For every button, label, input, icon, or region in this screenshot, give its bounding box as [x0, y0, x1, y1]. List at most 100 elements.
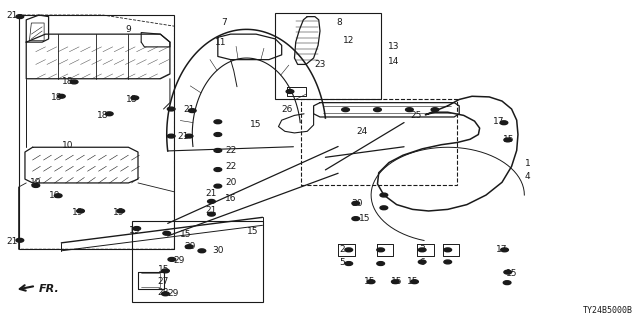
Text: 30: 30: [351, 198, 363, 207]
Circle shape: [377, 248, 385, 252]
Text: 15: 15: [359, 214, 371, 223]
Text: 15: 15: [502, 135, 514, 144]
Circle shape: [163, 231, 171, 235]
Text: 20: 20: [225, 178, 236, 187]
Circle shape: [131, 96, 139, 100]
Text: 22: 22: [225, 146, 236, 155]
Circle shape: [503, 281, 511, 284]
Circle shape: [411, 280, 419, 284]
Circle shape: [392, 280, 399, 284]
Circle shape: [286, 90, 294, 93]
Text: 28: 28: [158, 288, 169, 297]
Circle shape: [185, 245, 193, 249]
Text: 15: 15: [250, 120, 262, 130]
Circle shape: [16, 15, 24, 19]
Circle shape: [185, 134, 193, 138]
Circle shape: [504, 270, 511, 274]
Text: 18: 18: [51, 93, 62, 102]
Text: 15: 15: [364, 277, 376, 286]
Text: 5: 5: [339, 258, 345, 267]
Circle shape: [70, 80, 78, 84]
Text: 30: 30: [212, 246, 223, 255]
Text: 14: 14: [388, 57, 399, 66]
Circle shape: [374, 108, 381, 112]
Text: 18: 18: [97, 111, 109, 120]
Circle shape: [188, 109, 196, 113]
Circle shape: [431, 108, 439, 112]
Text: FR.: FR.: [39, 284, 60, 294]
Text: 12: 12: [343, 36, 355, 45]
Text: 3: 3: [419, 245, 425, 254]
Circle shape: [419, 260, 426, 264]
Text: 15: 15: [407, 277, 419, 286]
Text: 21: 21: [205, 206, 217, 215]
Text: 18: 18: [126, 95, 138, 104]
Text: 19: 19: [30, 178, 42, 187]
Circle shape: [380, 193, 388, 197]
Text: 15: 15: [180, 230, 191, 239]
Text: 16: 16: [225, 194, 236, 203]
Text: 25: 25: [410, 111, 422, 120]
Text: 27: 27: [158, 276, 169, 285]
Text: 4: 4: [525, 172, 531, 181]
Circle shape: [214, 132, 221, 136]
Circle shape: [117, 209, 125, 213]
Circle shape: [198, 249, 205, 253]
Circle shape: [352, 201, 360, 205]
Circle shape: [444, 248, 452, 252]
Text: 19: 19: [49, 190, 61, 200]
Text: 21: 21: [6, 11, 18, 20]
Bar: [132, 220, 262, 302]
Text: 15: 15: [247, 227, 259, 236]
Text: 13: 13: [388, 42, 399, 52]
Circle shape: [380, 206, 388, 210]
Text: 19: 19: [129, 226, 141, 235]
Text: 19: 19: [113, 208, 125, 217]
Text: 21: 21: [184, 105, 195, 114]
Text: 29: 29: [174, 256, 185, 265]
Circle shape: [504, 138, 511, 142]
Circle shape: [32, 184, 40, 188]
Circle shape: [168, 134, 175, 138]
Text: 18: 18: [62, 77, 74, 86]
Text: 9: 9: [125, 25, 131, 34]
Circle shape: [207, 199, 215, 203]
Circle shape: [352, 217, 360, 220]
Circle shape: [162, 269, 170, 273]
Circle shape: [214, 148, 221, 152]
Circle shape: [58, 94, 65, 98]
Text: 1: 1: [525, 159, 531, 168]
Circle shape: [345, 248, 353, 252]
Circle shape: [133, 227, 141, 230]
Text: 10: 10: [62, 141, 74, 150]
Text: 19: 19: [72, 208, 83, 217]
Text: 29: 29: [185, 242, 196, 251]
Circle shape: [377, 262, 385, 266]
Text: 11: 11: [215, 38, 227, 47]
Circle shape: [500, 121, 508, 124]
Bar: [275, 13, 381, 100]
Circle shape: [444, 260, 452, 264]
Text: 22: 22: [225, 162, 236, 171]
Circle shape: [16, 238, 24, 242]
Bar: [19, 15, 174, 249]
Text: 7: 7: [221, 19, 227, 28]
Text: 15: 15: [391, 277, 403, 286]
Circle shape: [500, 248, 508, 252]
Circle shape: [406, 108, 413, 112]
Circle shape: [77, 209, 84, 213]
Text: 6: 6: [419, 258, 425, 267]
Circle shape: [162, 292, 170, 296]
Text: 2: 2: [340, 245, 345, 254]
Text: 26: 26: [281, 105, 292, 114]
Circle shape: [168, 107, 175, 111]
Circle shape: [367, 280, 375, 284]
Text: 24: 24: [356, 127, 367, 136]
Text: 21: 21: [6, 237, 18, 246]
Circle shape: [345, 262, 353, 266]
Bar: [301, 100, 458, 186]
Text: 15: 15: [506, 268, 517, 278]
Circle shape: [168, 258, 175, 261]
Text: 17: 17: [493, 117, 504, 126]
Text: TY24B5000B: TY24B5000B: [583, 306, 633, 315]
